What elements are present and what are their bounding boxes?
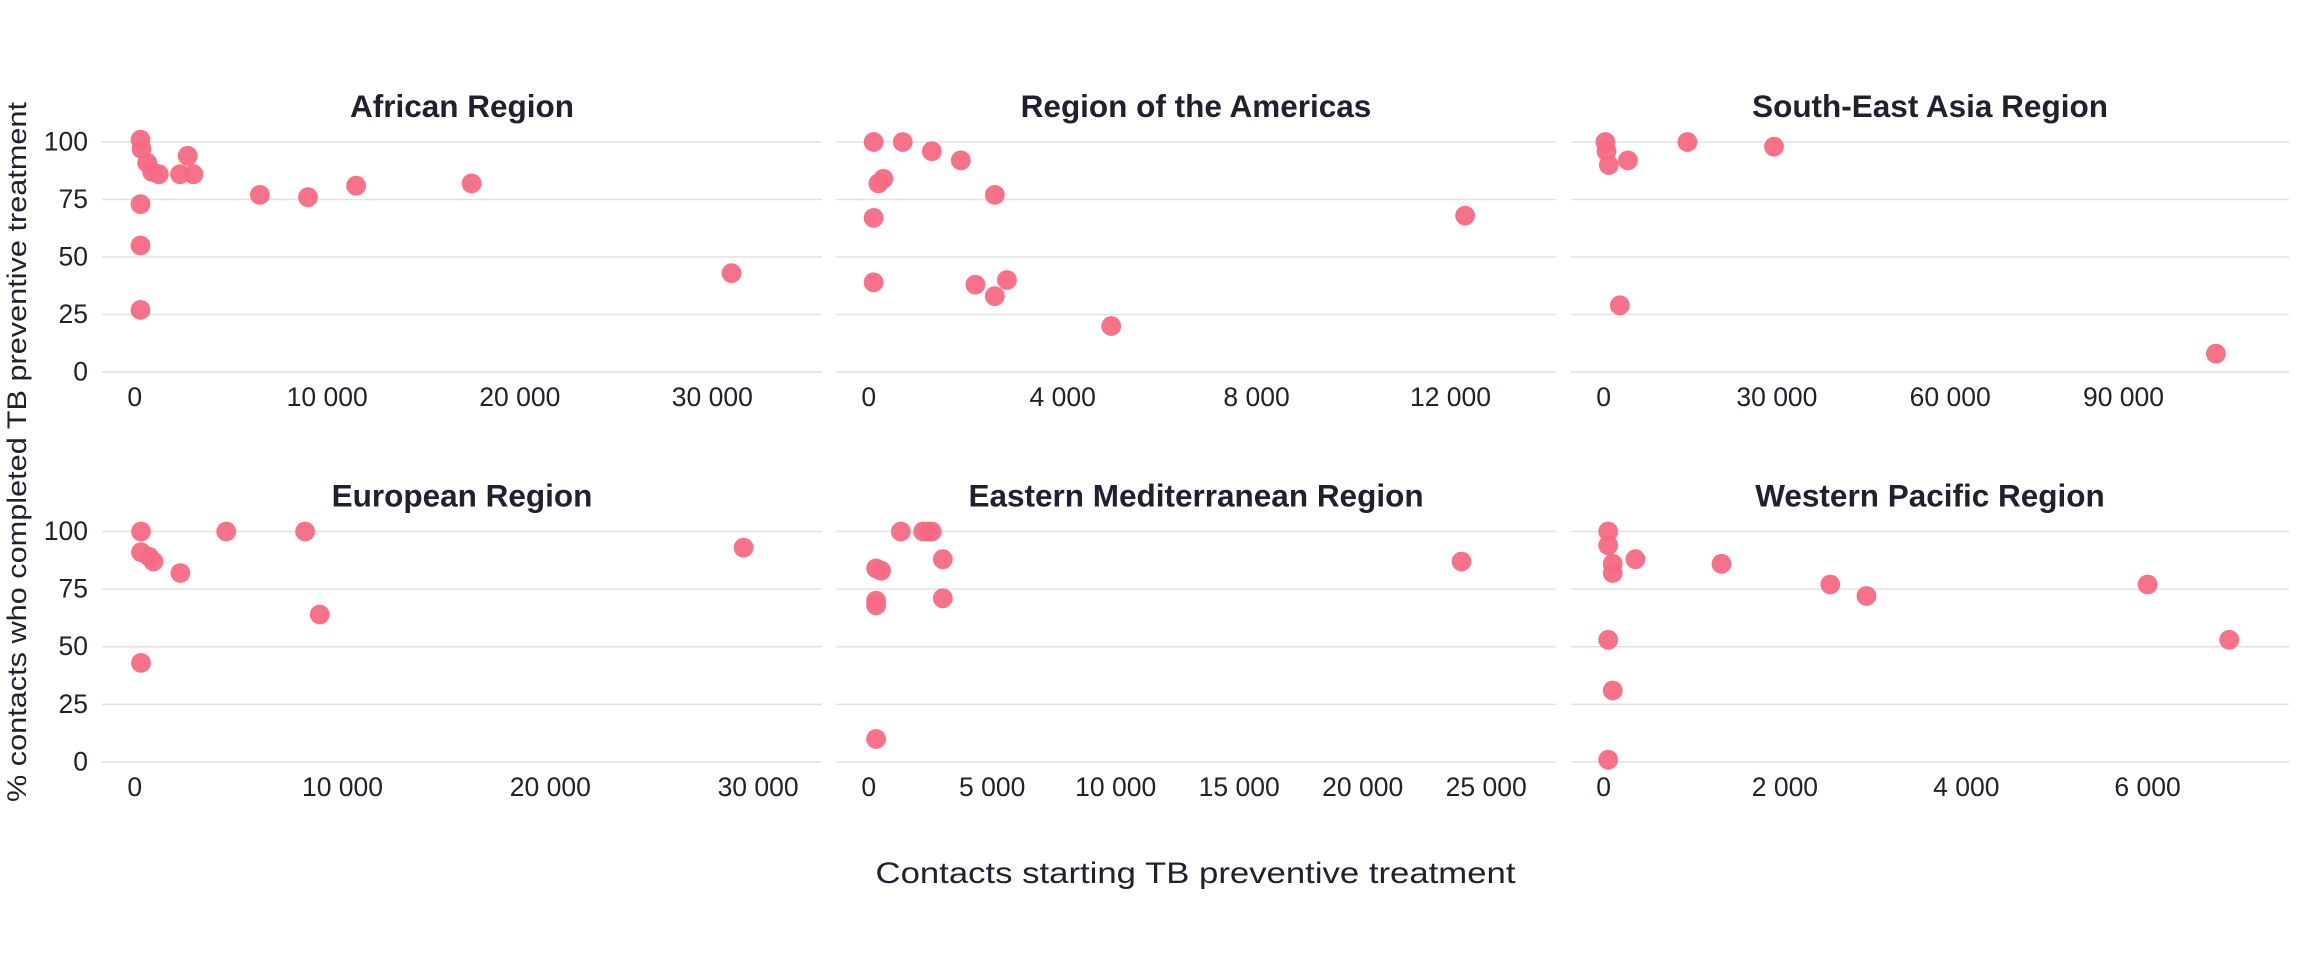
svg-text:10 000: 10 000: [302, 772, 383, 802]
svg-text:90 000: 90 000: [2083, 382, 2164, 412]
svg-text:75: 75: [59, 574, 88, 604]
svg-text:European Region: European Region: [332, 478, 593, 514]
svg-text:30 000: 30 000: [718, 772, 799, 802]
svg-text:Region of the Americas: Region of the Americas: [1021, 88, 1372, 124]
svg-text:75: 75: [59, 184, 88, 214]
svg-text:African Region: African Region: [350, 88, 574, 124]
svg-text:100: 100: [44, 516, 88, 546]
svg-text:% contacts who completed TB pr: % contacts who completed TB preventive t…: [2, 101, 32, 802]
svg-text:0: 0: [127, 772, 142, 802]
svg-text:100: 100: [44, 127, 88, 157]
svg-text:0: 0: [861, 382, 876, 412]
svg-text:25: 25: [59, 299, 88, 329]
svg-text:20 000: 20 000: [479, 382, 560, 412]
svg-text:30 000: 30 000: [672, 382, 753, 412]
svg-text:0: 0: [1596, 772, 1611, 802]
svg-text:5 000: 5 000: [959, 772, 1025, 802]
svg-text:Eastern Mediterranean Region: Eastern Mediterranean Region: [968, 478, 1423, 514]
svg-text:0: 0: [73, 747, 88, 777]
svg-text:0: 0: [1596, 382, 1611, 412]
svg-text:South-East Asia Region: South-East Asia Region: [1752, 88, 2108, 124]
svg-text:25 000: 25 000: [1446, 772, 1527, 802]
svg-text:4 000: 4 000: [1933, 772, 1999, 802]
svg-text:0: 0: [73, 357, 88, 387]
svg-text:6 000: 6 000: [2114, 772, 2180, 802]
svg-text:10 000: 10 000: [1075, 772, 1156, 802]
svg-text:4 000: 4 000: [1030, 382, 1096, 412]
svg-text:12 000: 12 000: [1410, 382, 1491, 412]
svg-text:0: 0: [127, 382, 142, 412]
svg-text:2 000: 2 000: [1752, 772, 1818, 802]
svg-text:20 000: 20 000: [510, 772, 591, 802]
svg-text:25: 25: [59, 689, 88, 719]
svg-text:10 000: 10 000: [287, 382, 368, 412]
svg-text:50: 50: [59, 631, 88, 661]
svg-text:60 000: 60 000: [1910, 382, 1991, 412]
svg-text:Western Pacific Region: Western Pacific Region: [1755, 478, 2105, 514]
svg-text:15 000: 15 000: [1199, 772, 1280, 802]
svg-text:50: 50: [59, 242, 88, 272]
svg-text:0: 0: [861, 772, 876, 802]
svg-text:20 000: 20 000: [1322, 772, 1403, 802]
svg-text:Contacts starting TB preventiv: Contacts starting TB preventive treatmen…: [876, 857, 1517, 890]
svg-text:30 000: 30 000: [1736, 382, 1817, 412]
svg-text:8 000: 8 000: [1223, 382, 1289, 412]
